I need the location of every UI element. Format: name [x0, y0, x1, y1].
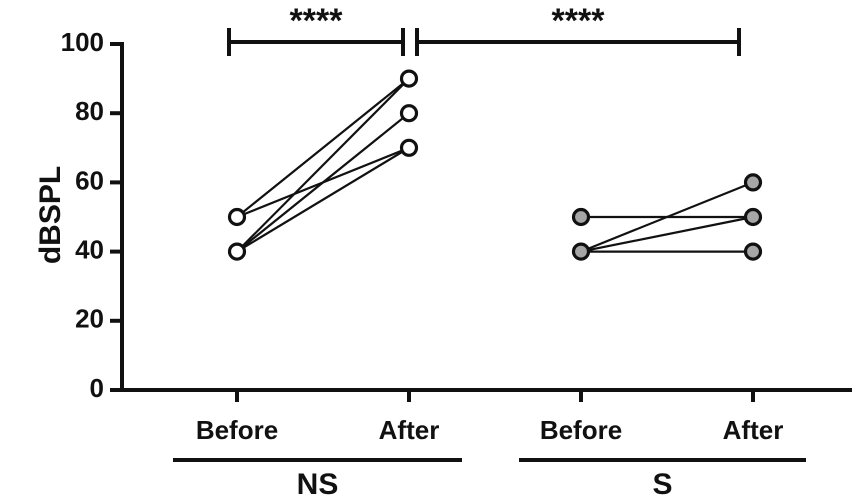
- significance-bracket: [415, 28, 741, 56]
- data-point-after: [743, 207, 763, 227]
- y-tick-label: 80: [75, 96, 104, 126]
- pair-line: [580, 215, 754, 253]
- significance-bracket: [227, 28, 405, 56]
- y-tick-label: 20: [75, 304, 104, 334]
- data-point-after: [399, 69, 419, 88]
- pair-line: [236, 112, 410, 253]
- group-label: NS: [297, 468, 339, 500]
- data-point-before: [227, 242, 247, 261]
- y-tick-label: 0: [90, 373, 104, 403]
- data-point-before: [571, 242, 591, 261]
- y-axis-title: dBSPL: [34, 166, 67, 264]
- y-tick-label: 40: [75, 234, 104, 264]
- category-label: Before: [196, 415, 278, 445]
- category-label: Before: [540, 415, 622, 445]
- pair-line: [580, 181, 754, 253]
- axes: 0 20 40 60 80 100 Before After Before After NS S: [61, 27, 852, 500]
- pair-lines: [236, 77, 754, 253]
- data-point-after: [743, 242, 763, 261]
- group-label: S: [652, 468, 672, 500]
- pair-line: [236, 77, 410, 218]
- significance-label: ****: [552, 2, 606, 40]
- pair-line: [236, 77, 410, 253]
- significance-brackets: **** ****: [227, 2, 741, 56]
- data-point-before: [227, 207, 247, 227]
- category-label: After: [379, 415, 440, 445]
- data-points: [227, 69, 763, 261]
- significance-label: ****: [290, 2, 344, 40]
- y-tick-label: 100: [61, 27, 104, 57]
- pair-line: [236, 146, 410, 253]
- data-point-after: [399, 104, 419, 123]
- data-point-after: [399, 138, 419, 157]
- category-label: After: [723, 415, 784, 445]
- data-point-before: [571, 207, 591, 227]
- y-tick-label: 60: [75, 165, 104, 195]
- data-point-after: [743, 173, 763, 192]
